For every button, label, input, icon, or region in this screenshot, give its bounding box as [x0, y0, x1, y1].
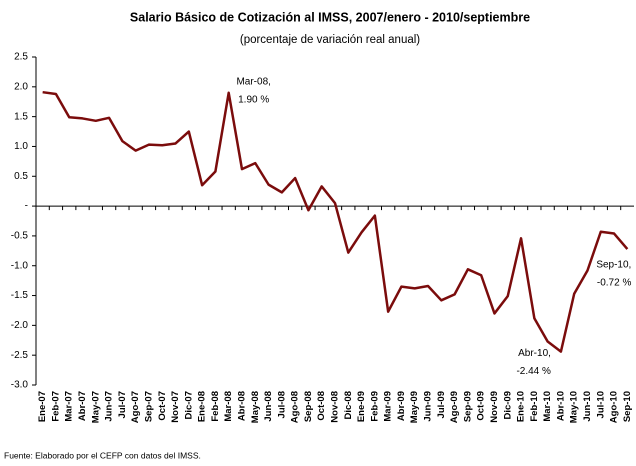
x-tick-label: Oct-09 [476, 391, 487, 421]
x-tick-label: Mar-08 [223, 391, 234, 422]
x-tick-label: Ene-08 [197, 391, 208, 422]
data-label: 1.90 % [238, 94, 269, 105]
y-tick-label: 1.5 [14, 111, 28, 122]
annotation-title: Abr-10, [518, 348, 551, 359]
data-line [42, 90, 629, 353]
chart-title: Salario Básico de Cotización al IMSS, 20… [130, 10, 530, 24]
x-tick-label: Jun-10 [582, 391, 593, 422]
y-tick-label: -1.5 [11, 290, 29, 301]
x-tick-label: Ago-09 [449, 391, 460, 423]
y-tick-label: 1.0 [14, 141, 28, 152]
x-tick-label: May-07 [90, 391, 101, 423]
x-tick-label: Sep-10 [622, 391, 633, 422]
x-tick-label: Dic-08 [343, 391, 354, 420]
data-label: -0.72 % [597, 278, 632, 289]
data-label: -2.44 % [516, 366, 551, 377]
x-tick-label: Mar-07 [64, 391, 75, 422]
x-tick-label: Feb-10 [529, 391, 540, 422]
x-tick-label: May-08 [250, 391, 261, 423]
x-tick-label: Feb-08 [210, 391, 221, 422]
y-tick-label: -3.0 [11, 380, 29, 391]
x-tick-label: Jul-07 [117, 391, 128, 418]
y-tick-label: 0.5 [14, 171, 28, 182]
x-tick-label: Nov-07 [170, 391, 181, 423]
x-tick-label: Feb-07 [50, 391, 61, 422]
x-tick-label: Jun-09 [423, 391, 434, 422]
x-tick-label: Ene-10 [516, 391, 527, 422]
y-tick-label: 2.5 [14, 52, 28, 63]
x-tick-label: Nov-08 [330, 391, 341, 423]
x-tick-label: Ago-08 [290, 391, 301, 423]
x-tick-label: Mar-09 [383, 391, 394, 422]
x-tick-label: Oct-08 [316, 391, 327, 421]
x-tick-label: Jul-08 [276, 391, 287, 418]
x-tick-label: Feb-09 [369, 391, 380, 422]
chart-subtitle: (porcentaje de variación real anual) [240, 34, 420, 46]
x-tick-label: May-10 [569, 391, 580, 423]
y-tick-label: -0.5 [11, 231, 29, 242]
x-tick-label: Mar-10 [542, 391, 553, 422]
x-tick-label: Sep-07 [143, 391, 154, 422]
y-tick-label: - [25, 201, 28, 212]
x-tick-label: Sep-09 [462, 391, 473, 422]
x-tick-label: Ene-09 [356, 391, 367, 422]
x-tick-label: Abr-07 [77, 391, 88, 421]
x-tick-label: Oct-07 [157, 391, 168, 421]
x-tick-label: Ago-10 [609, 391, 620, 423]
y-tick-label: -2.5 [11, 350, 29, 361]
x-tick-label: May-09 [409, 391, 420, 423]
x-tick-label: Dic-09 [502, 391, 513, 420]
x-tick-label: Sep-08 [303, 391, 314, 422]
x-tick-label: Abr-10 [555, 391, 566, 421]
x-tick-label: Jul-10 [595, 391, 606, 418]
y-tick-label: -2.0 [11, 320, 29, 331]
annotation-title: Sep-10, [596, 260, 631, 271]
x-tick-label: Ene-07 [37, 391, 48, 422]
x-tick-label: Abr-08 [236, 391, 247, 421]
x-tick-label: Abr-09 [396, 391, 407, 421]
annotation-title: Mar-08, [236, 76, 270, 87]
source-note: Fuente: Elaborado por el CEFP con datos … [4, 450, 201, 460]
x-tick-label: Jul-09 [436, 391, 447, 418]
x-tick-label: Nov-09 [489, 391, 500, 423]
x-tick-label: Jun-08 [263, 391, 274, 422]
y-tick-label: -1.0 [11, 260, 29, 271]
x-tick-label: Ago-07 [130, 391, 141, 423]
y-tick-label: 2.0 [14, 81, 28, 92]
x-tick-label: Jun-07 [104, 391, 115, 422]
x-tick-label: Dic-07 [183, 391, 194, 420]
